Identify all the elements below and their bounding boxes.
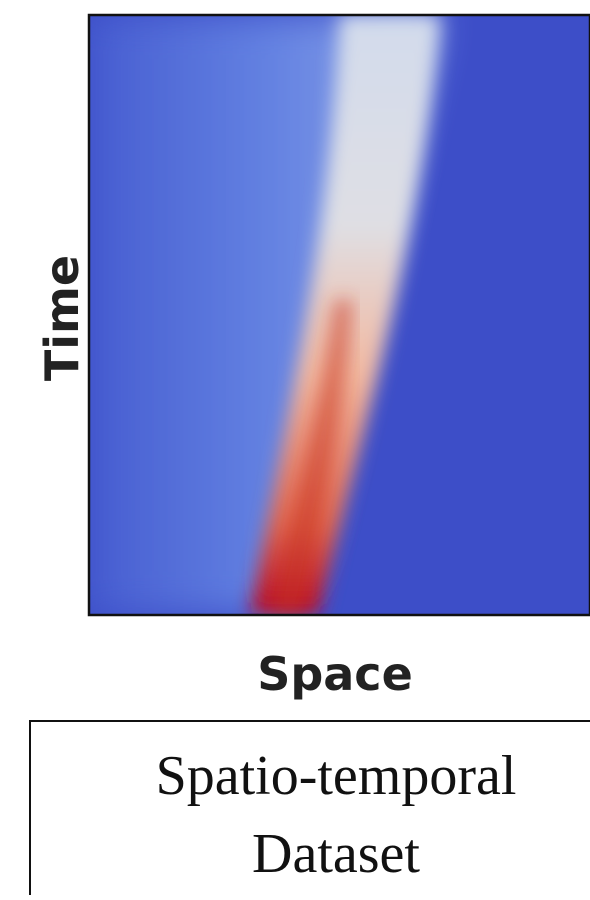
x-axis-label: Space xyxy=(257,647,413,701)
page: Time Space Spatio-temporal Dataset (() =… xyxy=(0,0,590,895)
y-axis-label: Time xyxy=(35,255,89,381)
figure: Time Space Spatio-temporal Dataset xyxy=(0,0,590,895)
caption-line: Dataset xyxy=(252,823,420,885)
caption-line: Spatio-temporal xyxy=(156,745,517,807)
heatmap xyxy=(89,15,590,615)
